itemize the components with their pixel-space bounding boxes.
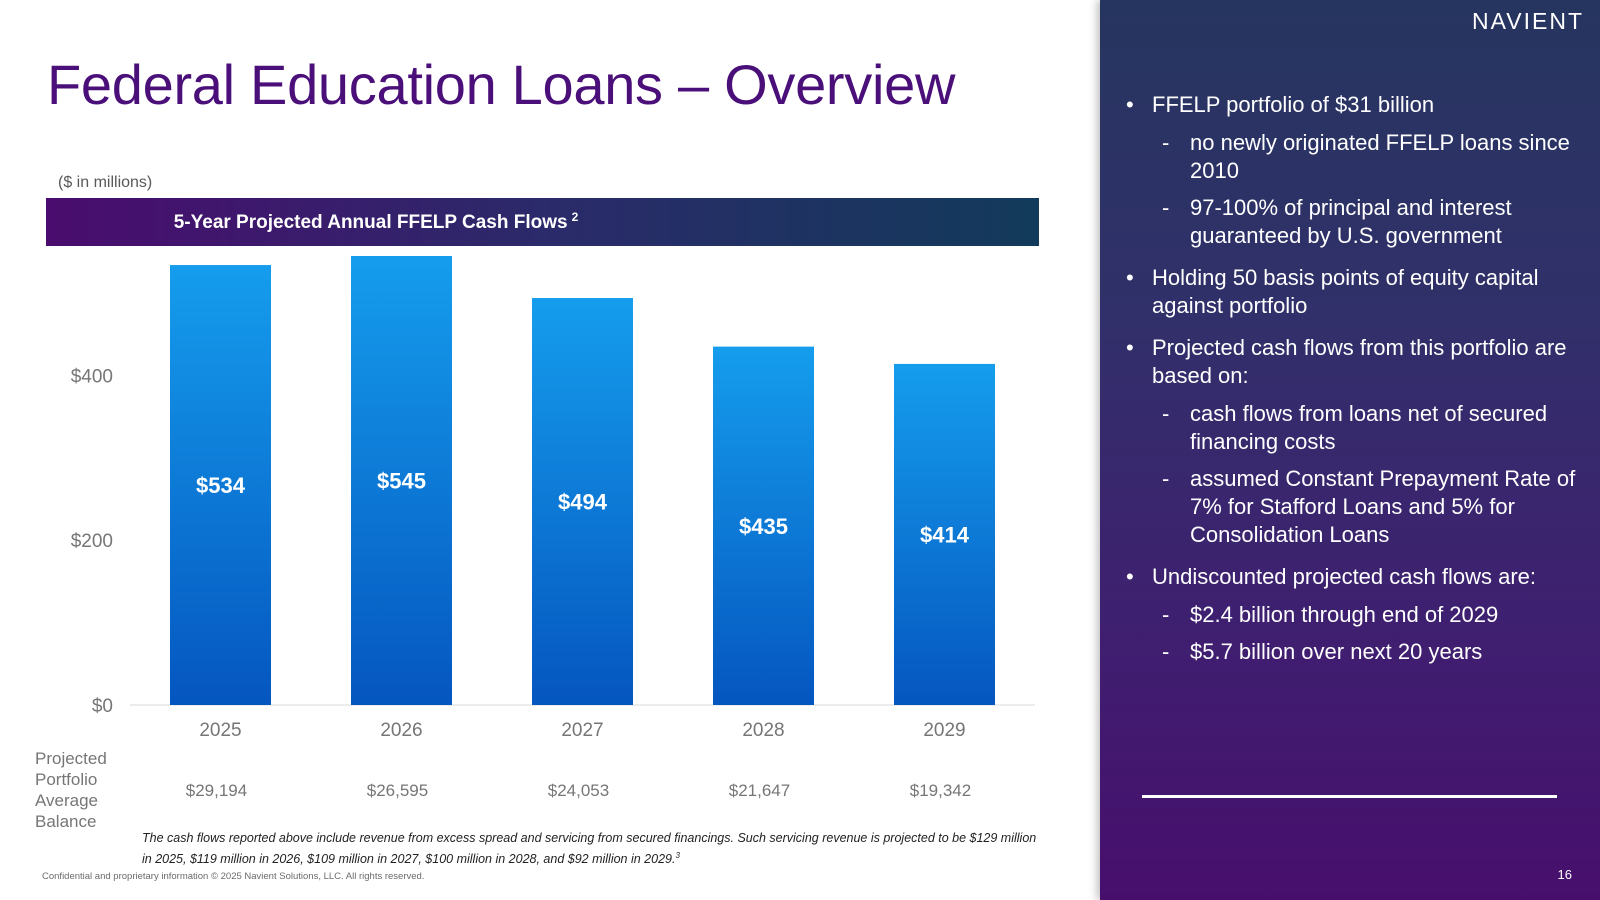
x-tick-label: 2029: [923, 720, 965, 741]
sub-list-portfolio: no newly originated FFELP loans since 20…: [1126, 129, 1586, 250]
units-note: ($ in millions): [58, 174, 153, 191]
footnote-text: The cash flows reported above include re…: [142, 831, 1037, 867]
sub-bullet-through-2029: $2.4 billion through end of 2029: [1126, 601, 1586, 629]
sub-bullet-20-years: $5.7 billion over next 20 years: [1126, 638, 1586, 666]
x-tick-label: 2027: [561, 720, 603, 741]
sub-bullet-no-new-loans: no newly originated FFELP loans since 20…: [1126, 129, 1586, 185]
x-tick-label: 2028: [742, 720, 784, 741]
summary-panel: NAVIENT FFELP portfolio of $31 billion n…: [1100, 0, 1600, 900]
confidential-notice: Confidential and proprietary information…: [42, 871, 425, 882]
chart-title-text: 5-Year Projected Annual FFELP Cash Flows: [173, 212, 568, 233]
bar-2026: [351, 256, 452, 705]
bar-chart: $0 $200 $400 $534 2025 $29,194 $545 2026 $26,595…: [71, 256, 1035, 800]
bullet-list: FFELP portfolio of $31 billion no newly …: [1126, 91, 1586, 676]
balance-value: $26,595: [367, 781, 428, 800]
page-title: Federal Education Loans – Overview: [47, 53, 956, 116]
balance-value: $24,053: [548, 781, 609, 800]
sub-list-basis: cash flows from loans net of secured fin…: [1126, 400, 1586, 549]
y-tick-label: $400: [71, 366, 113, 387]
sub-bullet-net-financing: cash flows from loans net of secured fin…: [1126, 400, 1586, 456]
x-tick-label: 2025: [199, 720, 241, 741]
bar-2025: [170, 265, 271, 705]
bullet-portfolio: FFELP portfolio of $31 billion: [1126, 91, 1586, 119]
balance-value: $29,194: [186, 781, 247, 800]
navient-logo: NAVIENT: [1472, 8, 1584, 34]
data-label: $534: [196, 473, 246, 498]
chart-title: 5-Year Projected Annual FFELP Cash Flows…: [46, 210, 706, 234]
y-tick-label: $0: [92, 696, 113, 717]
bar-2028: [713, 346, 814, 705]
sub-bullet-guarantee: 97-100% of principal and interest guaran…: [1126, 194, 1586, 250]
bullet-undiscounted: Undiscounted projected cash flows are:: [1126, 563, 1586, 591]
chart-title-banner: 5-Year Projected Annual FFELP Cash Flows…: [46, 198, 1039, 246]
data-label: $435: [739, 514, 788, 539]
balance-value: $19,342: [910, 781, 971, 800]
balance-row-label: Projected Portfolio Average Balance: [35, 749, 107, 831]
page-number: 16: [1557, 867, 1572, 882]
bar-2027: [532, 298, 633, 705]
data-label: $414: [920, 522, 970, 547]
y-tick-label: $200: [71, 531, 113, 552]
bullet-equity-capital: Holding 50 basis points of equity capita…: [1126, 264, 1586, 320]
x-tick-label: 2026: [380, 720, 422, 741]
data-label: $494: [558, 490, 608, 515]
bar-2029: [894, 363, 995, 705]
bullet-cash-flow-basis: Projected cash flows from this portfolio…: [1126, 334, 1586, 390]
footnote-ref: 3: [675, 851, 680, 860]
panel-divider: [1142, 795, 1557, 798]
balance-value: $21,647: [729, 781, 790, 800]
chart-footnote: The cash flows reported above include re…: [142, 830, 1037, 868]
data-label: $545: [377, 469, 426, 494]
sub-list-undiscounted: $2.4 billion through end of 2029 $5.7 bi…: [1126, 601, 1586, 666]
sub-bullet-prepayment-rate: assumed Constant Prepayment Rate of 7% f…: [1126, 465, 1586, 549]
chart-title-footnote-ref: 2: [571, 210, 579, 224]
